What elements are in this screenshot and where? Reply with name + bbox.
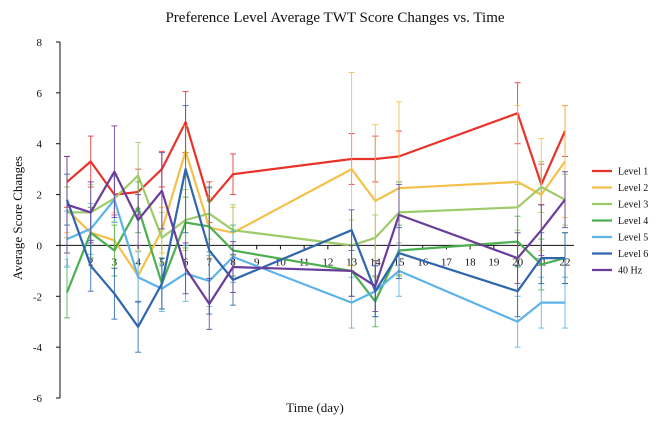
y-tick-label: -4 — [33, 342, 43, 354]
x-tick-label: 18 — [465, 256, 477, 268]
x-tick-label: 19 — [488, 256, 500, 268]
legend-label: Level 6 — [618, 249, 648, 260]
series-group — [64, 181, 568, 328]
series-line — [66, 150, 566, 277]
legend-label: Level 4 — [618, 216, 648, 227]
x-tick-label: 16 — [417, 256, 429, 268]
y-tick-label: 8 — [37, 37, 43, 49]
x-tick-label: 12 — [322, 256, 333, 268]
series-line — [66, 170, 566, 305]
legend-label: Level 2 — [618, 183, 648, 194]
series-line — [65, 168, 565, 328]
y-tick-label: 6 — [37, 88, 43, 100]
series-line — [65, 206, 566, 303]
series-line — [66, 198, 565, 323]
y-tick-label: 4 — [37, 139, 43, 151]
chart-title: Preference Level Average TWT Score Chang… — [165, 10, 504, 26]
legend-label: Level 5 — [618, 233, 648, 244]
series-group — [64, 125, 568, 330]
x-tick-label: 10 — [275, 256, 287, 268]
y-tick-label: 2 — [37, 190, 43, 202]
x-tick-label: 17 — [441, 256, 453, 268]
y-tick-label: -2 — [33, 291, 42, 303]
series-line — [67, 174, 566, 247]
legend-label: Level 3 — [618, 200, 648, 211]
series-group — [64, 82, 568, 224]
y-tick-label: 0 — [37, 240, 43, 252]
legend-label: 40 Hz — [618, 266, 643, 277]
x-axis-title: Time (day) — [286, 400, 344, 415]
y-axis-title: Average Score Changes — [10, 156, 25, 280]
y-tick-label: -6 — [33, 393, 43, 405]
legend-label: Level 1 — [618, 167, 648, 178]
x-tick-label: 9 — [254, 256, 260, 268]
